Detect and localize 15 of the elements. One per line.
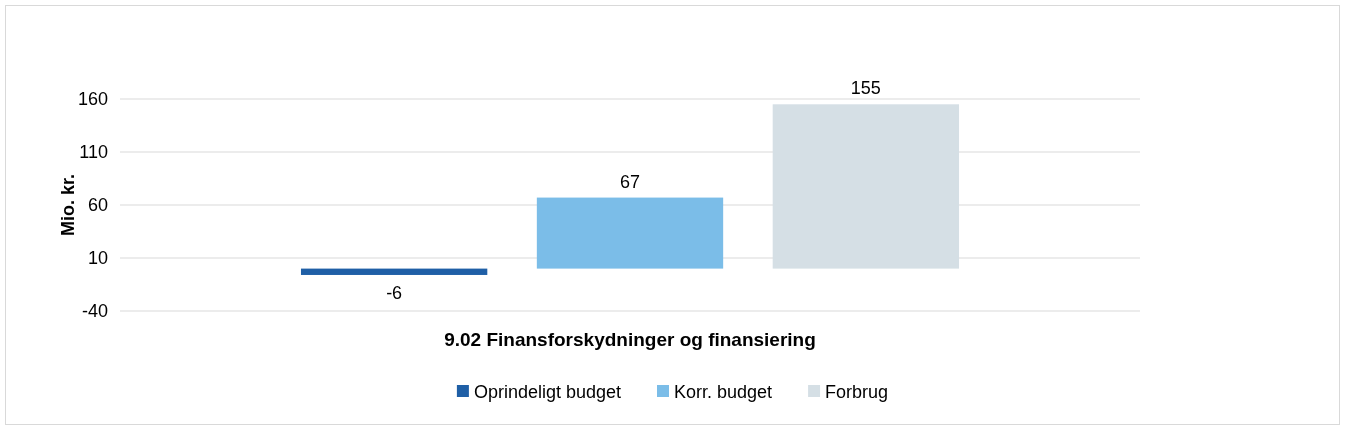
y-tick-label: 60 [87,195,108,216]
legend-label: Korr. budget [674,382,773,402]
x-tick-label: 9.02 Finansforskydninger og finansiering [444,329,816,351]
bar [300,268,488,275]
y-tick-label: 10 [87,248,108,269]
y-tick-label: 110 [79,142,108,163]
data-label: 67 [619,171,641,192]
y-tick-label: -40 [81,301,108,322]
legend-label: Forbrug [825,382,889,402]
data-label: 155 [850,78,881,99]
y-tick-label: 160 [77,89,108,110]
bar [536,197,724,269]
y-axis-title: Mio. kr. [58,173,78,237]
data-label: -6 [386,282,403,303]
legend-label: Oprindeligt budget [473,382,621,402]
